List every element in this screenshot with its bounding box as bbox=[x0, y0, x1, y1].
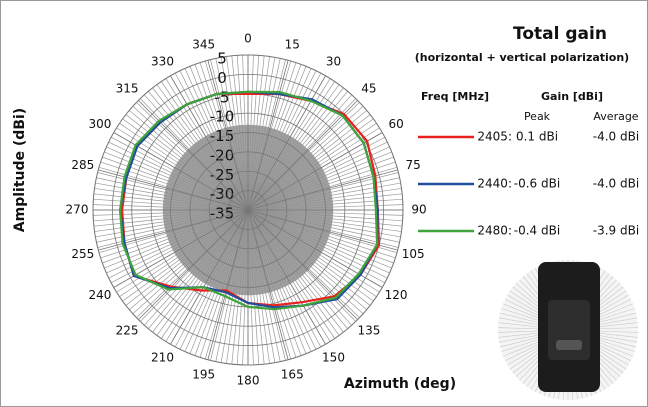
grid-spoke bbox=[170, 75, 249, 211]
legend-label: 2405: bbox=[477, 130, 512, 144]
theta-tick-label: 255 bbox=[71, 247, 94, 261]
grid-spoke bbox=[247, 209, 289, 360]
chart-title: Total gain bbox=[513, 24, 607, 44]
grid-spoke bbox=[207, 60, 249, 211]
grid-spoke bbox=[98, 169, 249, 211]
device-photo bbox=[498, 260, 638, 400]
grid-spoke bbox=[247, 209, 358, 320]
theta-tick-label: 0 bbox=[244, 32, 252, 46]
theta-tick-label: 105 bbox=[402, 247, 425, 261]
grid-spoke bbox=[247, 100, 358, 211]
grid-spoke bbox=[247, 209, 326, 345]
legend-average: -3.9 dBi bbox=[593, 224, 639, 238]
grid-spoke bbox=[138, 209, 249, 320]
theta-tick-label: 75 bbox=[406, 158, 421, 172]
theta-tick-label: 90 bbox=[411, 203, 426, 217]
legend-peak: -0.4 dBi bbox=[514, 224, 560, 238]
theta-tick-label: 240 bbox=[88, 288, 111, 302]
legend-peak: 0.1 dBi bbox=[516, 130, 558, 144]
grid-spoke bbox=[170, 209, 249, 345]
grid-spoke bbox=[247, 209, 398, 251]
theta-tick-label: 345 bbox=[192, 37, 215, 51]
legend-header: Average bbox=[593, 110, 638, 123]
legend-peak: -0.6 dBi bbox=[514, 177, 560, 191]
theta-tick-label: 60 bbox=[388, 117, 403, 131]
theta-tick-label: 315 bbox=[116, 82, 139, 96]
theta-tick-label: 330 bbox=[151, 54, 174, 68]
r-tick-label: 5 bbox=[217, 50, 227, 68]
legend-average: -4.0 dBi bbox=[593, 130, 639, 144]
grid-spoke bbox=[247, 60, 289, 211]
chart-subtitle: (horizontal + vertical polarization) bbox=[415, 51, 629, 64]
r-tick-label: -35 bbox=[210, 205, 235, 223]
x-axis-label: Azimuth (deg) bbox=[344, 376, 456, 392]
grid-spoke bbox=[138, 100, 249, 211]
r-tick-label: -10 bbox=[210, 108, 235, 126]
theta-tick-label: 45 bbox=[361, 82, 376, 96]
y-axis-label: Amplitude (dBi) bbox=[12, 108, 28, 232]
theta-tick-label: 300 bbox=[88, 117, 111, 131]
theta-tick-label: 285 bbox=[71, 158, 94, 172]
r-tick-label: -5 bbox=[215, 88, 230, 106]
series-line bbox=[118, 90, 379, 311]
grid-spoke bbox=[247, 132, 383, 211]
theta-tick-label: 180 bbox=[237, 374, 260, 388]
theta-tick-label: 210 bbox=[151, 351, 174, 365]
theta-tick-label: 135 bbox=[357, 323, 380, 337]
theta-tick-label: 270 bbox=[66, 203, 89, 217]
grid-spoke bbox=[207, 209, 249, 360]
theta-tick-label: 15 bbox=[285, 37, 300, 51]
theta-tick-label: 195 bbox=[192, 368, 215, 382]
theta-tick-label: 150 bbox=[322, 351, 345, 365]
r-tick-label: -25 bbox=[210, 166, 235, 184]
r-tick-label: -20 bbox=[210, 146, 235, 164]
r-tick-label: 0 bbox=[217, 69, 227, 87]
theta-tick-label: 30 bbox=[326, 54, 341, 68]
grid-spoke bbox=[247, 75, 326, 211]
plot-area: 2405: 0.1 dBi -4.0 dBi 2440: -0.6 dBi -4.0 dB… bbox=[118, 90, 639, 311]
legend-label: 2480: bbox=[477, 224, 512, 238]
legend-header: Peak bbox=[524, 110, 551, 123]
theta-tick-label: 165 bbox=[281, 368, 304, 382]
legend-header: Gain [dBi] bbox=[541, 90, 603, 103]
r-tick-label: -15 bbox=[210, 127, 235, 145]
theta-tick-label: 225 bbox=[116, 323, 139, 337]
legend-header: Freq [MHz] bbox=[421, 90, 489, 103]
legend-average: -4.0 dBi bbox=[593, 177, 639, 191]
theta-tick-label: 120 bbox=[385, 288, 408, 302]
legend-label: 2440: bbox=[477, 177, 512, 191]
